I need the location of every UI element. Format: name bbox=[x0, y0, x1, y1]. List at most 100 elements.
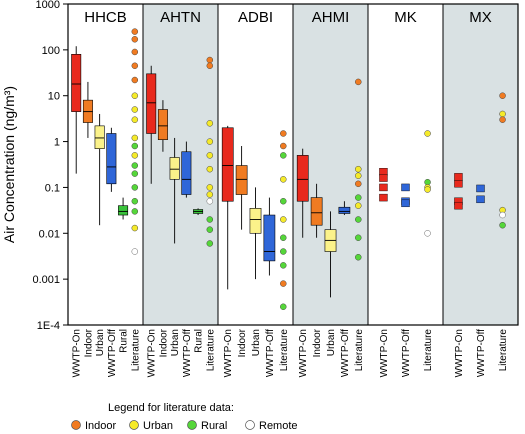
box-ahtn-indoor bbox=[157, 100, 168, 152]
x-label-adbi: WWTP-Off bbox=[265, 329, 276, 377]
box-body bbox=[106, 133, 117, 185]
box-hhcb-urban bbox=[94, 113, 105, 226]
x-axis-labels: WWTP-On Indoor Urban WWTP-Off Rural Literatur… bbox=[72, 328, 509, 377]
box-body bbox=[157, 109, 168, 140]
y-tick-label: 1000 bbox=[36, 0, 60, 11]
square-mx-wwtp-on bbox=[454, 180, 463, 188]
literature-point-hhcb bbox=[131, 208, 139, 215]
panel-shading bbox=[143, 4, 518, 325]
box-body bbox=[249, 208, 262, 234]
literature-point-ahtn bbox=[206, 56, 214, 64]
x-label-hhcb: WWTP-Off bbox=[107, 329, 118, 377]
literature-point-ahtn bbox=[206, 152, 214, 159]
box-body bbox=[71, 54, 82, 112]
square-mk-wwtp-on bbox=[379, 193, 388, 202]
x-label-adbi: Indoor bbox=[237, 328, 248, 357]
box-body bbox=[310, 197, 323, 226]
y-tick-label: 0.1 bbox=[45, 182, 60, 194]
literature-point-ahmi bbox=[355, 172, 362, 179]
literature-point-adbi bbox=[280, 280, 287, 287]
y-axis: 1000 100 10 1 0.1 0.01 0.001 1E-4 bbox=[32, 0, 68, 332]
box-ahmi-indoor bbox=[310, 183, 323, 238]
box-ahmi-urban bbox=[324, 211, 337, 298]
box-hhcb-wwtp-on bbox=[71, 46, 82, 174]
square-mx-wwtp-on bbox=[454, 201, 463, 210]
literature-point-adbi bbox=[280, 176, 287, 183]
x-label-ahmi: Indoor bbox=[312, 328, 323, 357]
box-body bbox=[338, 206, 351, 214]
x-label-mx: Literature bbox=[498, 329, 509, 372]
literature-point-ahmi bbox=[355, 202, 362, 209]
x-label-hhcb: Rural bbox=[119, 329, 130, 353]
square-mk-wwtp-off bbox=[401, 183, 410, 192]
panel-shade-mx bbox=[443, 4, 518, 325]
legend-title: Legend for literature data: bbox=[108, 402, 234, 414]
literature-point-ahmi bbox=[355, 180, 362, 188]
literature-point-hhcb bbox=[131, 142, 139, 150]
literature-point-ahtn bbox=[206, 216, 214, 223]
literature-point-hhcb bbox=[131, 224, 139, 232]
literature-point-mx bbox=[499, 92, 506, 99]
literature-point-hhcb bbox=[131, 152, 139, 159]
literature-point-adbi bbox=[280, 130, 287, 137]
y-tick-label: 100 bbox=[42, 45, 60, 57]
legend-marker-remote bbox=[245, 420, 255, 430]
x-label-ahtn: WWTP-Off bbox=[182, 329, 193, 377]
x-label-ahtn: Rural bbox=[194, 329, 205, 353]
x-label-ahtn: Literature bbox=[205, 329, 216, 372]
box-ahmi-wwtp-off bbox=[338, 201, 351, 216]
box-body bbox=[169, 157, 180, 180]
panel-title-ahmi: AHMI bbox=[312, 9, 350, 26]
y-tick-label: 0.001 bbox=[32, 274, 60, 286]
box-adbi-wwtp-off bbox=[263, 197, 276, 276]
square-mk-wwtp-on bbox=[379, 183, 388, 192]
box-ahtn-wwtp-off bbox=[181, 141, 192, 198]
literature-point-ahtn bbox=[206, 138, 214, 145]
literature-point-hhcb bbox=[131, 134, 139, 142]
x-label-mk: WWTP-On bbox=[379, 329, 390, 377]
box-ahtn-urban bbox=[169, 137, 180, 244]
box-body bbox=[146, 73, 157, 134]
y-tick-label: 0.01 bbox=[39, 228, 60, 240]
box-ahtn-rural bbox=[193, 208, 204, 216]
literature-point-hhcb bbox=[131, 248, 139, 255]
panel-title-mk: MK bbox=[394, 9, 417, 26]
literature-point-ahtn bbox=[206, 226, 214, 233]
x-label-ahmi: Urban bbox=[326, 329, 337, 356]
literature-point-adbi bbox=[280, 142, 287, 150]
literature-point-ahmi bbox=[355, 216, 362, 223]
x-label-adbi: Urban bbox=[251, 329, 262, 356]
legend-label-remote: Remote bbox=[259, 420, 298, 432]
y-tick-label: 10 bbox=[48, 91, 60, 103]
literature-point-ahmi bbox=[355, 254, 362, 261]
literature-point-hhcb bbox=[131, 36, 139, 43]
literature-point-mx bbox=[499, 116, 506, 123]
box-body bbox=[181, 151, 192, 195]
y-axis-title: Air Concentration (ng/m³) bbox=[1, 86, 17, 243]
x-label-mk: WWTP-Off bbox=[401, 329, 412, 377]
panel-titles: HHCB AHTN ADBI AHMI MK MX bbox=[84, 9, 492, 26]
y-tick-label: 1 bbox=[54, 137, 60, 149]
legend-marker-indoor bbox=[71, 420, 81, 430]
literature-point-hhcb bbox=[131, 62, 139, 70]
panel-title-hhcb: HHCB bbox=[84, 9, 127, 26]
x-label-hhcb: Urban bbox=[95, 329, 106, 356]
box-body bbox=[221, 127, 234, 202]
x-label-hhcb: WWTP-On bbox=[72, 329, 83, 377]
panel-shade-ahtn bbox=[143, 4, 218, 325]
legend-marker-urban bbox=[129, 420, 139, 430]
literature-point-ahmi bbox=[355, 194, 362, 201]
literature-point-adbi bbox=[280, 248, 287, 255]
literature-point-hhcb bbox=[131, 48, 139, 56]
square-mx-wwtp-off bbox=[476, 195, 485, 204]
literature-point-mk bbox=[424, 186, 431, 193]
literature-point-ahtn bbox=[206, 191, 214, 198]
box-body bbox=[118, 205, 129, 216]
legend-marker-rural bbox=[187, 420, 197, 430]
panel-title-adbi: ADBI bbox=[238, 9, 273, 26]
legend-label-rural: Rural bbox=[201, 420, 227, 432]
literature-point-hhcb bbox=[131, 184, 139, 191]
literature-point-ahtn bbox=[206, 184, 214, 191]
panel-title-mx: MX bbox=[469, 9, 492, 26]
plot-border bbox=[67, 3, 519, 326]
